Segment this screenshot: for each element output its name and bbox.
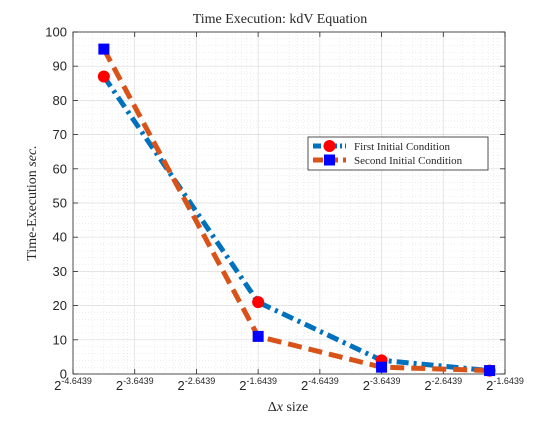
y-tick-label: 80	[53, 93, 67, 108]
data-point-series-2	[98, 43, 110, 55]
x-tick-label-exponent: -2.6439	[185, 376, 216, 386]
x-axis-label: Δx size	[268, 400, 309, 415]
legend-marker-second	[324, 154, 335, 166]
y-tick-label: 20	[53, 298, 67, 313]
x-tick-label-exponent: -1.6439	[493, 376, 524, 386]
x-tick-label-exponent: -3.6439	[370, 376, 401, 386]
x-tick-label-exponent: -3.6439	[123, 376, 154, 386]
x-tick-label: 2-3.6439	[363, 376, 401, 393]
y-tick-label: 50	[53, 196, 67, 211]
x-tick-label-base: 2	[239, 378, 246, 393]
x-tick-label: 2-4.6439	[301, 376, 339, 393]
x-tick-label: 2-2.6439	[178, 376, 216, 393]
x-tick-label-exponent: -4.6439	[61, 376, 92, 386]
x-axis-label-unit: size	[283, 400, 308, 415]
y-axis-label: Time-Execution sec.	[25, 145, 40, 260]
data-point-series-1	[97, 70, 110, 83]
x-tick-label-base: 2	[424, 378, 431, 393]
legend: First Initial Condition Second Initial C…	[307, 136, 489, 171]
x-axis-label-var: x	[276, 400, 284, 415]
data-point-series-2	[484, 365, 496, 377]
x-tick-label-base: 2	[178, 378, 185, 393]
x-tick-label: 2-1.6439	[239, 376, 277, 393]
x-tick-label: 2-2.6439	[424, 376, 462, 393]
x-axis-label-delta: Δ	[268, 400, 277, 415]
data-point-series-2	[252, 330, 264, 342]
series-layer	[97, 43, 496, 377]
x-tick-label-base: 2	[54, 378, 61, 393]
x-tick-label-base: 2	[486, 378, 493, 393]
x-tick-label: 2-1.6439	[486, 376, 524, 393]
y-axis-label-text: Time-Execution	[25, 167, 40, 261]
y-tick-label: 40	[53, 230, 67, 245]
y-tick-label: 90	[53, 59, 67, 74]
y-tick-label: 100	[45, 25, 67, 40]
x-tick-label-exponent: -4.6439	[308, 376, 339, 386]
legend-marker-first	[323, 140, 336, 152]
data-point-series-1	[252, 296, 265, 309]
y-tick-label: 30	[53, 264, 67, 279]
data-point-series-2	[376, 361, 388, 373]
x-tick-label-base: 2	[363, 378, 370, 393]
y-tick-label: 70	[53, 127, 67, 142]
x-tick-label-base: 2	[116, 378, 123, 393]
legend-label-first: First Initial Condition	[354, 141, 450, 153]
y-tick-label: 60	[53, 161, 67, 176]
x-tick-label-exponent: -2.6439	[432, 376, 463, 386]
x-tick-label: 2-4.6439	[54, 376, 92, 393]
x-tick-label-exponent: -1.6439	[246, 376, 277, 386]
x-tick-label: 2-3.6439	[116, 376, 154, 393]
legend-box	[307, 136, 489, 171]
legend-label-second: Second Initial Condition	[354, 155, 463, 167]
y-tick-label: 10	[53, 332, 67, 347]
series-line-2	[101, 47, 490, 374]
y-axis-label-unit: sec.	[25, 145, 40, 166]
y-tick-label: 0	[60, 367, 67, 382]
x-tick-label-base: 2	[301, 378, 308, 393]
chart-title: Time Execution: kdV Equation	[193, 12, 368, 27]
